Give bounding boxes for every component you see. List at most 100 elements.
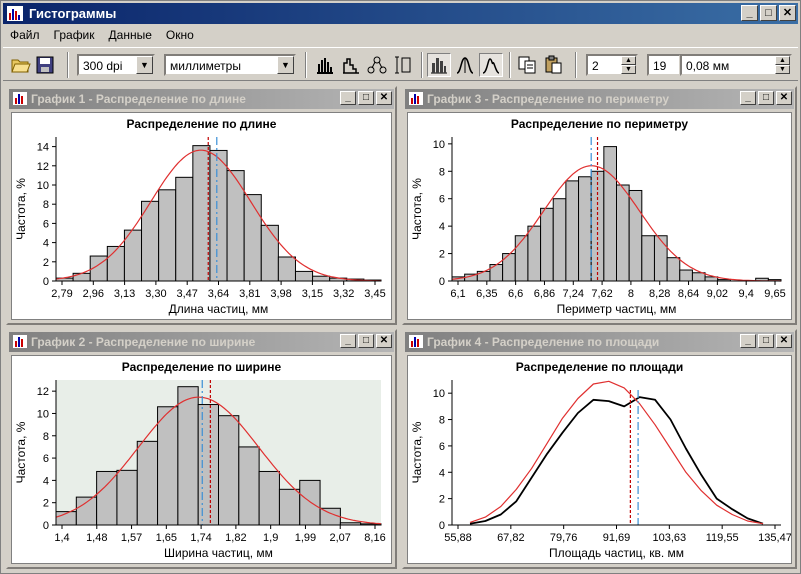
histogram-bar bbox=[72, 272, 91, 282]
menu-window[interactable]: Окно bbox=[165, 28, 194, 42]
y-axis-label: Частота, % bbox=[410, 178, 424, 240]
y-tick-label: 6 bbox=[439, 194, 445, 206]
histogram-bar bbox=[312, 275, 331, 282]
spin-up-icon[interactable]: ▲ bbox=[775, 56, 790, 65]
minimize-button[interactable]: _ bbox=[340, 334, 356, 348]
chart-window-icon bbox=[13, 92, 27, 105]
chart-window-icon bbox=[13, 335, 27, 348]
histogram-bar bbox=[260, 224, 279, 282]
histogram-bar bbox=[691, 272, 706, 282]
close-button[interactable]: ✕ bbox=[776, 334, 792, 348]
count-spinner[interactable]: 2 ▲ ▼ bbox=[586, 54, 638, 76]
y-tick-label: 10 bbox=[37, 180, 49, 192]
y-axis-label: Частота, % bbox=[410, 421, 424, 483]
window-titlebar[interactable]: График 2 - Распределение по ширине _ □ ✕ bbox=[9, 332, 394, 352]
x-tick-label: 9,65 bbox=[764, 288, 785, 300]
histogram-bar bbox=[136, 440, 159, 526]
histogram-bars-icon[interactable] bbox=[313, 53, 337, 77]
spin-up-icon[interactable]: ▲ bbox=[621, 56, 636, 65]
open-icon[interactable] bbox=[9, 53, 33, 77]
x-tick-label: 3,32 bbox=[333, 288, 354, 300]
spin-down-icon[interactable]: ▼ bbox=[621, 65, 636, 74]
vertical-range-icon[interactable] bbox=[391, 53, 415, 77]
chart-title: Распределение по периметру bbox=[511, 117, 688, 131]
x-tick-label: 2,07 bbox=[330, 532, 351, 544]
x-tick-label: 1,74 bbox=[190, 532, 211, 544]
minimize-button[interactable]: _ bbox=[740, 334, 756, 348]
chevron-down-icon[interactable]: ▼ bbox=[136, 56, 153, 74]
menu-data[interactable]: Данные bbox=[108, 28, 152, 42]
nodes-icon[interactable] bbox=[365, 53, 389, 77]
y-tick-label: 4 bbox=[439, 221, 445, 233]
y-tick-label: 0 bbox=[439, 276, 445, 288]
paste-icon[interactable] bbox=[541, 53, 565, 77]
copy-icon[interactable] bbox=[515, 53, 539, 77]
maximize-button[interactable]: □ bbox=[358, 334, 374, 348]
x-tick-label: 1,82 bbox=[225, 532, 246, 544]
y-tick-label: 4 bbox=[43, 475, 49, 487]
close-button[interactable]: ✕ bbox=[776, 91, 792, 105]
maximize-button[interactable]: □ bbox=[760, 5, 777, 21]
curve-icon[interactable] bbox=[453, 53, 477, 77]
histogram-bar bbox=[175, 176, 194, 282]
histogram-bar bbox=[299, 479, 321, 526]
close-button[interactable]: ✕ bbox=[779, 5, 796, 21]
spin-down-icon[interactable]: ▼ bbox=[775, 65, 790, 74]
histogram-bar bbox=[527, 225, 542, 282]
maximize-button[interactable]: □ bbox=[758, 91, 774, 105]
histogram-step-icon[interactable] bbox=[339, 53, 363, 77]
minimize-button[interactable]: _ bbox=[340, 91, 356, 105]
x-tick-label: 79,76 bbox=[550, 532, 578, 544]
bin-width-spinner[interactable]: 0,08 мм ▲ ▼ bbox=[680, 54, 792, 76]
bins-field[interactable]: 19 bbox=[647, 54, 681, 76]
window-titlebar[interactable]: График 4 - Распределение по площади _ □ ✕ bbox=[405, 332, 794, 352]
chart-window-length[interactable]: График 1 - Распределение по длине _ □ ✕ Ра… bbox=[6, 86, 397, 325]
chevron-down-icon[interactable]: ▼ bbox=[277, 56, 294, 74]
y-axis-label: Частота, % bbox=[14, 421, 28, 483]
window-titlebar[interactable]: График 3 - Распределение по периметру _ □… bbox=[405, 89, 794, 109]
x-tick-label: 3,30 bbox=[145, 288, 166, 300]
x-tick-label: 1,65 bbox=[156, 532, 177, 544]
maximize-button[interactable]: □ bbox=[758, 334, 774, 348]
y-tick-label: 8 bbox=[43, 431, 49, 443]
chart-window-perimeter[interactable]: График 3 - Распределение по периметру _ □… bbox=[402, 86, 797, 325]
histogram-bar bbox=[218, 415, 240, 526]
x-tick-label: 6,6 bbox=[508, 288, 523, 300]
close-button[interactable]: ✕ bbox=[376, 91, 392, 105]
normal-curve bbox=[55, 149, 381, 282]
save-icon[interactable] bbox=[33, 53, 57, 77]
histogram-bar bbox=[641, 235, 655, 282]
histogram-bar bbox=[75, 496, 98, 526]
app-icon bbox=[7, 6, 23, 21]
bar-chart-icon[interactable] bbox=[427, 53, 451, 77]
x-tick-label: 2,96 bbox=[83, 288, 104, 300]
chart-window-width[interactable]: График 2 - Распределение по ширине _ □ ✕ Р… bbox=[6, 329, 397, 569]
minimize-button[interactable]: _ bbox=[740, 91, 756, 105]
x-tick-label: 3,81 bbox=[239, 288, 260, 300]
maximize-button[interactable]: □ bbox=[358, 91, 374, 105]
window-titlebar[interactable]: График 1 - Распределение по длине _ □ ✕ bbox=[9, 89, 394, 109]
close-button[interactable]: ✕ bbox=[376, 334, 392, 348]
x-tick-label: 55,88 bbox=[444, 532, 472, 544]
chart-window-area[interactable]: График 4 - Распределение по площади _ □ ✕ … bbox=[402, 329, 797, 569]
density-curve-icon[interactable] bbox=[479, 53, 503, 77]
minimize-button[interactable]: _ bbox=[741, 5, 758, 21]
histogram-bar bbox=[116, 469, 138, 526]
histogram-bar bbox=[294, 270, 314, 282]
chart-area: Распределение по ширине Ширина частиц, мм… bbox=[11, 355, 392, 564]
app-titlebar[interactable]: Гистограммы _ □ ✕ bbox=[3, 3, 798, 24]
x-tick-label: 3,13 bbox=[114, 288, 135, 300]
histogram-bar bbox=[552, 198, 567, 282]
histogram-bar bbox=[616, 184, 630, 282]
histogram-bar bbox=[666, 257, 681, 282]
resolution-select[interactable]: 300 dpi ▼ bbox=[77, 54, 155, 76]
histogram-bar bbox=[679, 269, 693, 282]
chart-area: Распределение по длине Длина частиц, мм Ча… bbox=[11, 112, 392, 320]
x-tick-label: 3,98 bbox=[270, 288, 291, 300]
x-tick-label: 8 bbox=[628, 288, 634, 300]
histogram-bar bbox=[278, 488, 301, 526]
x-tick-label: 9,4 bbox=[739, 288, 754, 300]
units-select[interactable]: миллиметры ▼ bbox=[164, 54, 296, 76]
menu-file[interactable]: Файл bbox=[10, 28, 40, 42]
menu-graph[interactable]: График bbox=[53, 28, 95, 42]
